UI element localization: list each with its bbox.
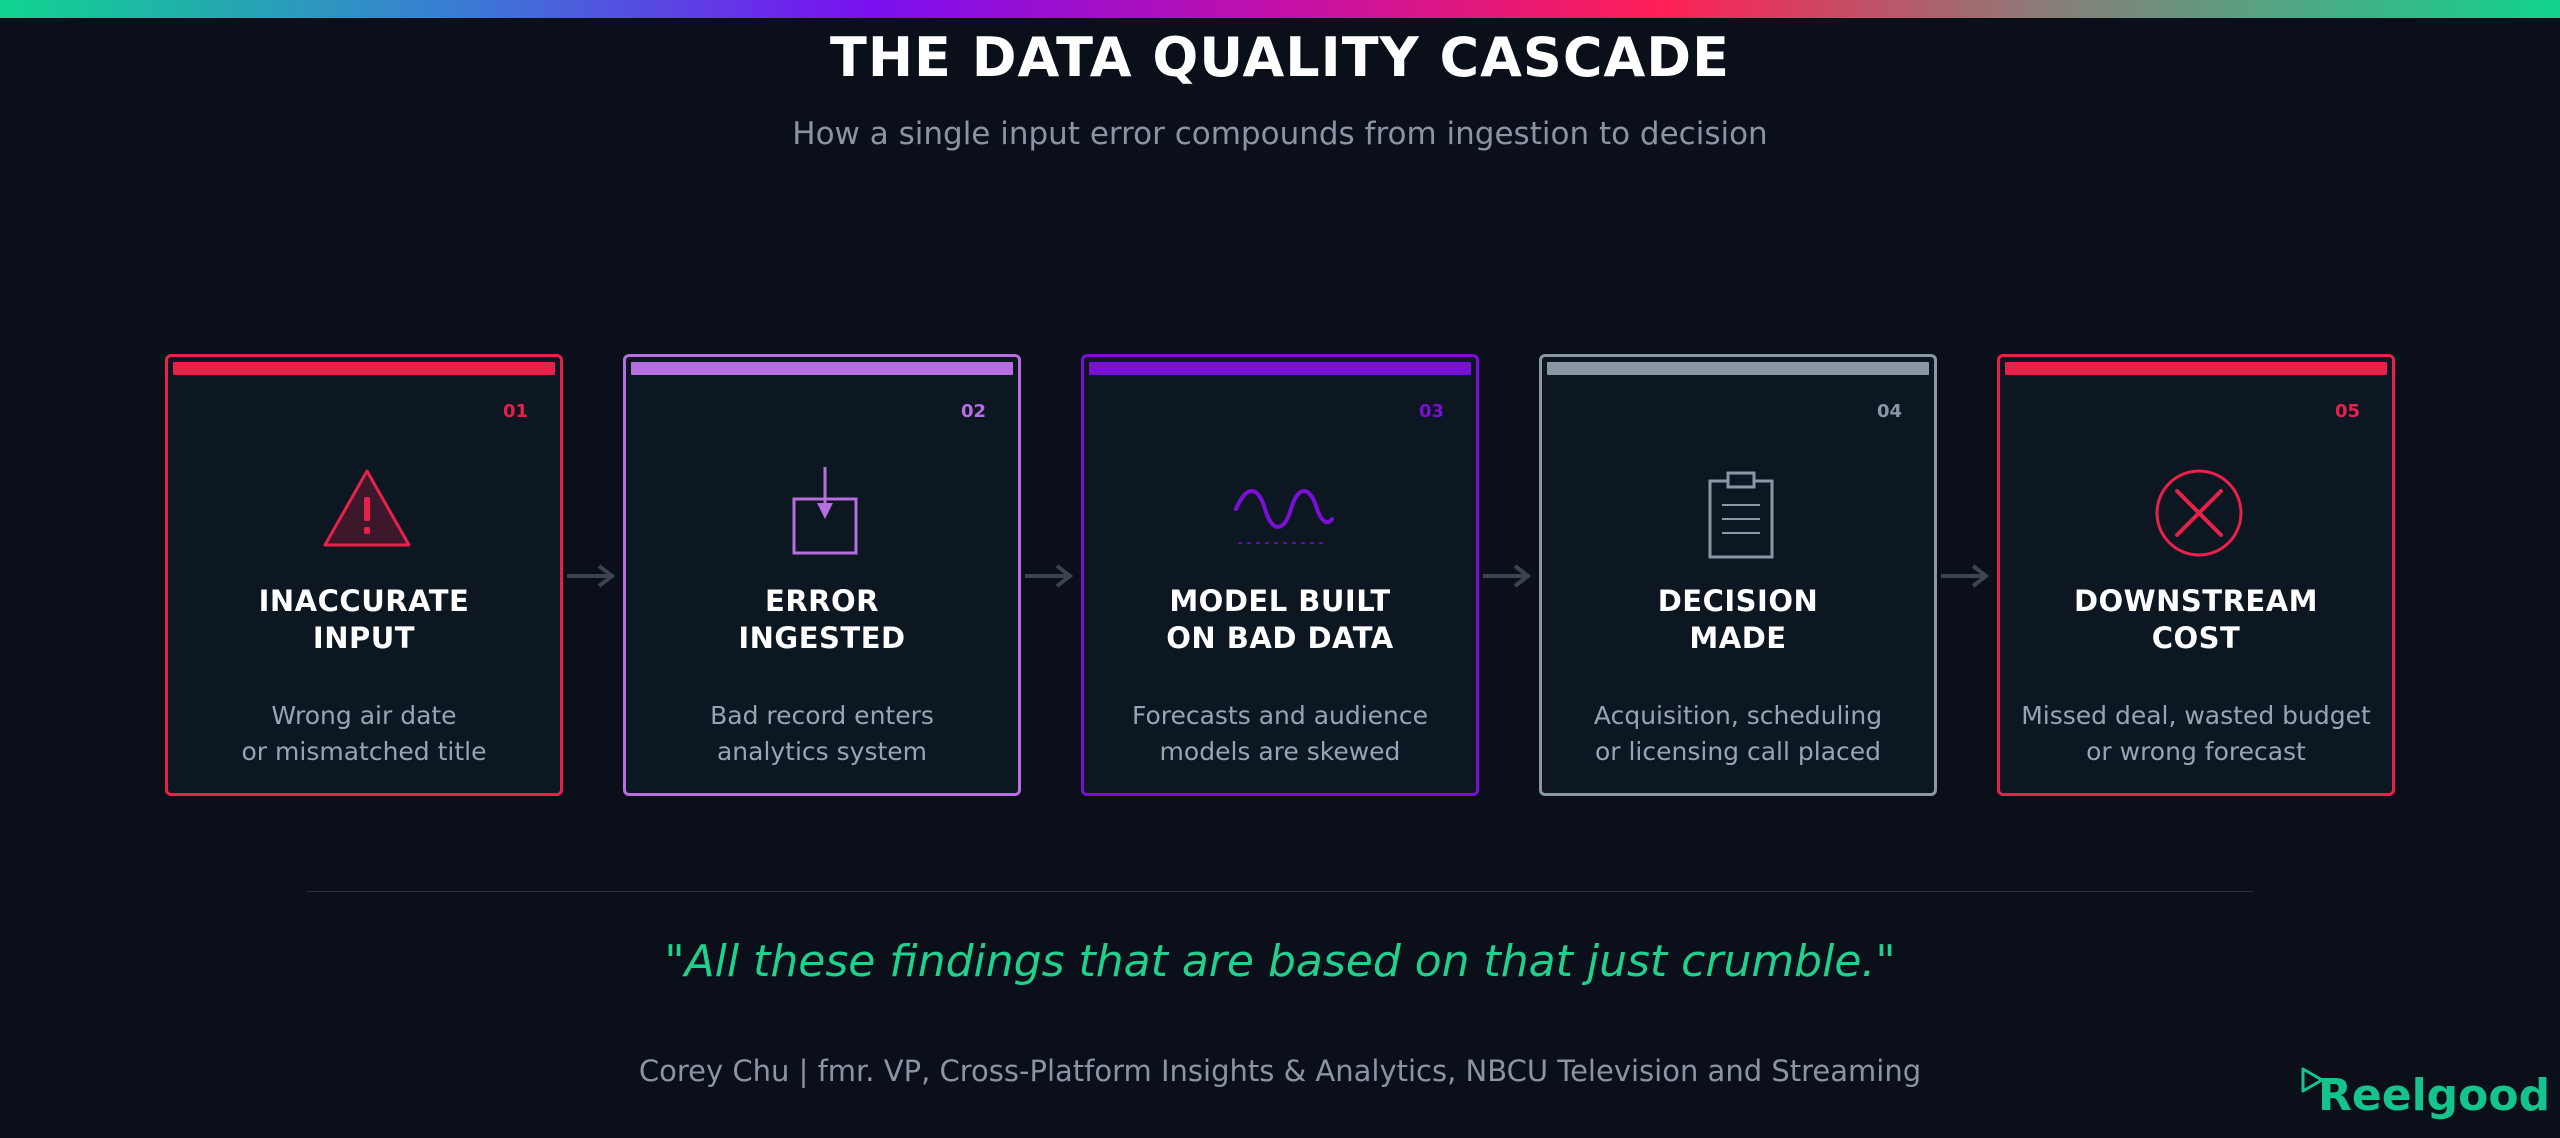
step-card-4: 04 DECISION MADE Acquisition, scheduling…	[1539, 354, 1937, 796]
step-description: Acquisition, scheduling or licensing cal…	[1552, 698, 1924, 770]
step-card-1: 01 INACCURATE INPUT Wrong air date or mi…	[165, 354, 563, 796]
step-description-line: models are skewed	[1159, 737, 1401, 766]
step-label-line: INACCURATE	[258, 584, 470, 618]
step-label-line: INPUT	[312, 621, 416, 655]
page-subtitle: How a single input error compounds from …	[792, 116, 1768, 152]
step-description-line: or mismatched title	[241, 737, 487, 766]
step-description: Missed deal, wasted budget or wrong fore…	[2010, 698, 2382, 770]
step-label-line: DOWNSTREAM	[2073, 584, 2319, 618]
flow-arrow-icon	[1023, 562, 1075, 590]
ingest-arrow-into-box-icon	[770, 457, 880, 567]
step-description-line: or licensing call placed	[1594, 737, 1882, 766]
step-label: DOWNSTREAM COST	[2010, 583, 2382, 657]
quote: "All these findings that are based on th…	[664, 936, 1896, 987]
step-label: ERROR INGESTED	[636, 583, 1008, 657]
step-description-line: or wrong forecast	[2086, 737, 2306, 766]
sine-wave-icon	[1228, 457, 1338, 567]
step-label-line: INGESTED	[738, 621, 906, 655]
step-number: 04	[1876, 401, 1902, 422]
step-label-line: DECISION	[1657, 584, 1819, 618]
card-accent-band	[1547, 362, 1929, 375]
top-gradient-bar	[0, 0, 2560, 18]
step-description-line: Forecasts and audience	[1131, 701, 1429, 730]
step-description-line: Wrong air date	[271, 701, 457, 730]
step-number: 05	[2334, 401, 2360, 422]
step-description-line: Acquisition, scheduling	[1593, 701, 1883, 730]
flow-arrow-icon	[565, 562, 617, 590]
step-number: 03	[1418, 401, 1444, 422]
play-triangle-icon	[2301, 1067, 2324, 1093]
step-label-line: COST	[2151, 621, 2241, 655]
step-label-line: MADE	[1689, 621, 1787, 655]
step-label: INACCURATE INPUT	[178, 583, 550, 657]
card-accent-band	[2005, 362, 2387, 375]
step-description-line: Bad record enters	[710, 701, 934, 730]
step-description: Forecasts and audience models are skewed	[1094, 698, 1466, 770]
step-label-line: ERROR	[765, 584, 879, 618]
step-description-line: Missed deal, wasted budget	[2021, 701, 2371, 730]
step-card-5: 05 DOWNSTREAM COST Missed deal, wasted b…	[1997, 354, 2395, 796]
step-description: Wrong air date or mismatched title	[178, 698, 550, 770]
card-accent-band	[173, 362, 555, 375]
clipboard-icon	[1686, 457, 1796, 567]
step-card-2: 02 ERROR INGESTED Bad record enters anal…	[623, 354, 1021, 796]
x-circle-icon	[2144, 457, 2254, 567]
step-number: 02	[960, 401, 986, 422]
step-card-3: 03 MODEL BUILT ON BAD DATA Forecasts and…	[1081, 354, 1479, 796]
card-accent-band	[631, 362, 1013, 375]
reelgood-logo: Reelgood	[2300, 1064, 2550, 1124]
flow-arrow-icon	[1481, 562, 1533, 590]
step-label: MODEL BUILT ON BAD DATA	[1094, 583, 1466, 657]
step-description: Bad record enters analytics system	[636, 698, 1008, 770]
step-number: 01	[502, 401, 528, 422]
card-accent-band	[1089, 362, 1471, 375]
logo-text: Reelgood	[2318, 1070, 2551, 1121]
step-label-line: ON BAD DATA	[1166, 621, 1394, 655]
quote-attribution: Corey Chu | fmr. VP, Cross-Platform Insi…	[638, 1054, 1922, 1088]
step-label: DECISION MADE	[1552, 583, 1924, 657]
flow-arrow-icon	[1939, 562, 1991, 590]
page-title: THE DATA QUALITY CASCADE	[830, 26, 1730, 89]
step-label-line: MODEL BUILT	[1169, 584, 1391, 618]
warning-triangle-icon	[312, 457, 422, 567]
step-description-line: analytics system	[716, 737, 928, 766]
divider	[307, 891, 2253, 892]
